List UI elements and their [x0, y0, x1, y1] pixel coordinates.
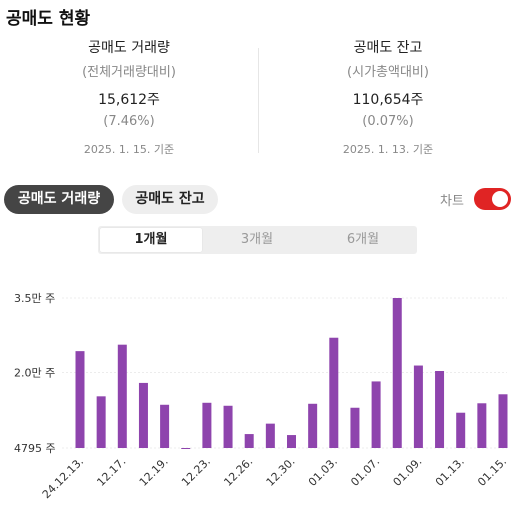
- short-balance-summary: 공매도 잔고 (시가총액대비) 110,654주 (0.07%) 2025. 1…: [259, 38, 517, 158]
- bar[interactable]: [75, 351, 85, 448]
- period-3-months[interactable]: 3개월: [240, 232, 274, 247]
- bar[interactable]: [96, 396, 106, 448]
- period-1-month[interactable]: 1개월: [100, 228, 202, 252]
- bar[interactable]: [308, 403, 318, 448]
- chart-toggle-label: 차트: [440, 194, 464, 209]
- bar[interactable]: [477, 403, 487, 448]
- x-tick-label: 12.19.: [137, 455, 171, 489]
- bar[interactable]: [160, 404, 170, 448]
- x-tick-label: 24.12.13.: [40, 455, 86, 501]
- x-tick-label: 01.15.: [475, 455, 509, 489]
- short-volume-date: 2025. 1. 15. 기준: [83, 143, 175, 156]
- tab-short-balance[interactable]: 공매도 잔고: [122, 185, 218, 214]
- bar[interactable]: [413, 365, 423, 448]
- short-balance-name: 공매도 잔고: [353, 40, 423, 56]
- bar[interactable]: [138, 382, 148, 448]
- bar[interactable]: [244, 434, 254, 448]
- x-tick-label: 01.07.: [348, 455, 382, 489]
- period-selector: 1개월 3개월 6개월: [98, 226, 417, 254]
- bar[interactable]: [265, 423, 275, 448]
- x-tick-label: 01.13.: [433, 455, 467, 489]
- short-balance-value: 110,654주: [352, 92, 424, 108]
- bar[interactable]: [350, 407, 360, 448]
- bar[interactable]: [329, 337, 339, 448]
- toggle-knob: [492, 191, 508, 207]
- y-tick-label: 3.5만 주: [14, 292, 55, 305]
- short-balance-date: 2025. 1. 13. 기준: [342, 143, 434, 156]
- stat-divider: [258, 48, 259, 153]
- page-title: 공매도 현황: [6, 9, 91, 29]
- bar[interactable]: [498, 394, 508, 448]
- x-tick-label: 12.26.: [221, 455, 255, 489]
- short-balance-percent: (0.07%): [362, 114, 414, 129]
- bar[interactable]: [456, 412, 466, 448]
- x-tick-label: 01.09.: [391, 455, 425, 489]
- x-tick-label: 01.03.: [306, 455, 340, 489]
- bar[interactable]: [117, 344, 127, 448]
- bar[interactable]: [392, 298, 402, 448]
- x-tick-label: 12.17.: [94, 455, 128, 489]
- bar[interactable]: [223, 405, 233, 448]
- x-tick-label: 12.23.: [179, 455, 213, 489]
- short-volume-value: 15,612주: [98, 92, 160, 108]
- bar[interactable]: [371, 381, 381, 448]
- tab-short-volume[interactable]: 공매도 거래량: [4, 185, 114, 214]
- chart-toggle-switch[interactable]: [474, 188, 511, 210]
- short-volume-percent: (7.46%): [103, 114, 155, 129]
- bar[interactable]: [435, 371, 445, 448]
- bar[interactable]: [202, 402, 212, 448]
- short-balance-basis: (시가총액대비): [347, 65, 429, 80]
- x-tick-label: 12.30.: [264, 455, 298, 489]
- short-volume-basis: (전체거래량대비): [82, 65, 176, 80]
- period-6-months[interactable]: 6개월: [346, 232, 380, 247]
- bar[interactable]: [287, 435, 296, 448]
- y-tick-label: 2.0만 주: [14, 366, 55, 379]
- y-tick-label: 4795 주: [14, 442, 56, 455]
- short-volume-name: 공매도 거래량: [88, 40, 170, 56]
- short-volume-summary: 공매도 거래량 (전체거래량대비) 15,612주 (7.46%) 2025. …: [0, 38, 258, 158]
- bar[interactable]: [181, 448, 191, 449]
